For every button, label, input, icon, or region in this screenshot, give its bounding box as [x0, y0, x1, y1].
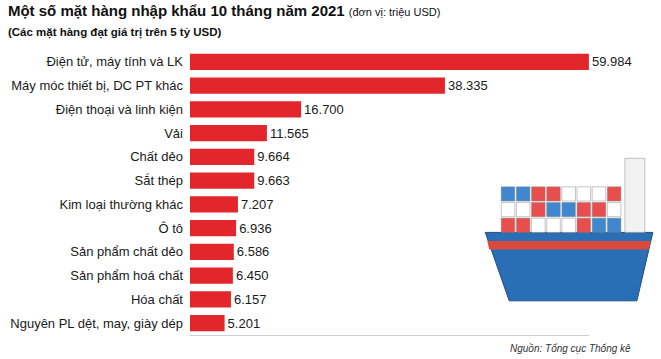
svg-text:9.664: 9.664	[257, 149, 290, 164]
svg-text:Sản phẩm hoá chất: Sản phẩm hoá chất	[70, 268, 183, 283]
svg-text:Sản phẩm chất dẻo: Sản phẩm chất dẻo	[70, 244, 183, 259]
svg-text:11.565: 11.565	[270, 126, 309, 141]
svg-text:Nguyên PL dệt, may, giày dép: Nguyên PL dệt, may, giày dép	[10, 316, 183, 331]
svg-text:Chất dẻo: Chất dẻo	[130, 149, 183, 164]
svg-text:Vải: Vải	[164, 126, 183, 141]
svg-text:6.157: 6.157	[234, 292, 267, 307]
svg-text:Ô tô: Ô tô	[158, 221, 183, 236]
svg-text:Nguồn: Tổng cục Thống kê: Nguồn: Tổng cục Thống kê	[510, 343, 631, 354]
svg-text:Một số mặt hàng nhập khẩu 10 t: Một số mặt hàng nhập khẩu 10 tháng năm 2…	[8, 2, 440, 39]
svg-text:59.984: 59.984	[592, 54, 632, 69]
svg-text:7.207: 7.207	[241, 197, 274, 212]
svg-text:Điện tử, máy tính và LK: Điện tử, máy tính và LK	[46, 54, 183, 69]
svg-text:6.450: 6.450	[236, 268, 269, 283]
svg-text:9.663: 9.663	[257, 173, 290, 188]
svg-text:6.936: 6.936	[239, 221, 272, 236]
svg-text:6.586: 6.586	[237, 244, 270, 259]
svg-text:Kim loại thường khác: Kim loại thường khác	[60, 197, 184, 212]
svg-text:Máy móc thiết bị, DC PT khác: Máy móc thiết bị, DC PT khác	[11, 78, 183, 93]
svg-text:5.201: 5.201	[228, 316, 261, 331]
svg-text:16.700: 16.700	[304, 102, 344, 117]
svg-text:38.335: 38.335	[448, 78, 488, 93]
svg-text:Điện thoại và linh kiện: Điện thoại và linh kiện	[56, 102, 183, 117]
svg-text:Sắt thép: Sắt thép	[135, 173, 183, 188]
svg-text:Hóa chất: Hóa chất	[131, 292, 183, 307]
